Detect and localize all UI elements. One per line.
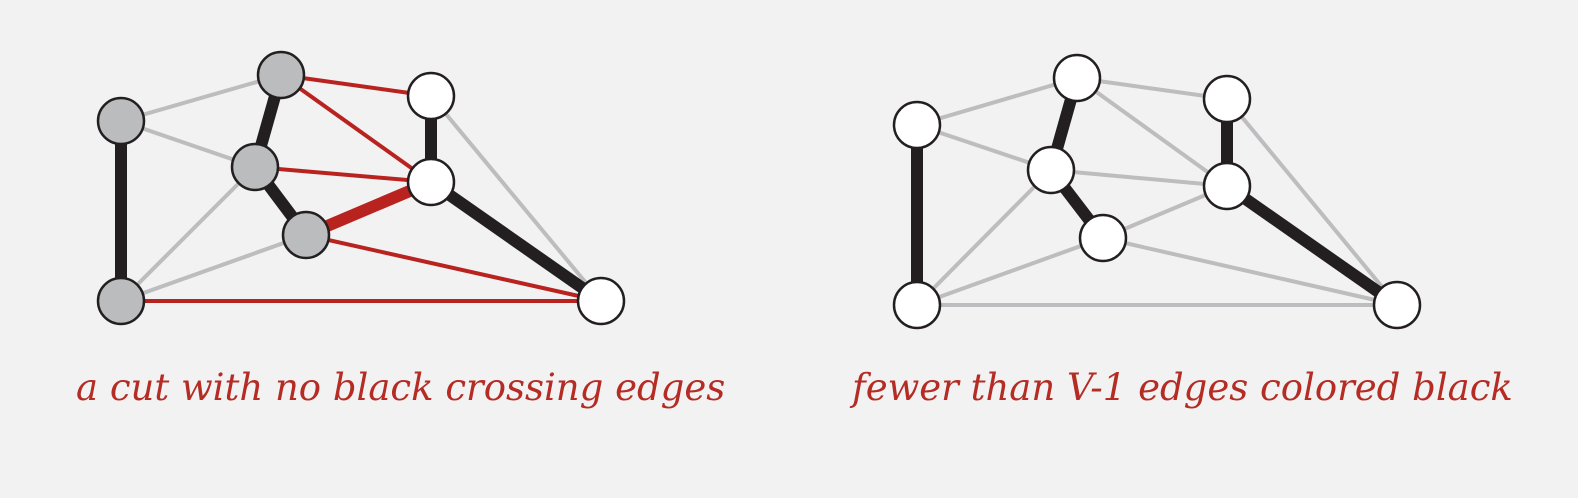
node-E-white [406, 157, 456, 207]
node-F-white [1078, 213, 1128, 263]
edge-A-B-gray [120, 73, 282, 123]
node-A-gray [96, 96, 146, 146]
edge-E-H-black [427, 177, 605, 306]
edge-B-E-gray [1075, 76, 1229, 188]
edge-F-G-gray [916, 236, 1104, 307]
caption-fewer-black-edges: fewer than V-1 edges colored black [852, 366, 1513, 409]
edge-C-H-gray [1225, 97, 1399, 307]
node-E-white [1202, 161, 1252, 211]
edge-D-E-gray [1050, 168, 1228, 188]
edge-D-G-gray [915, 168, 1053, 307]
edge-B-C-red [280, 73, 432, 98]
node-G-white [892, 280, 942, 330]
node-C-white [1202, 74, 1252, 124]
node-A-white [892, 100, 942, 150]
node-B-gray [256, 50, 306, 100]
graph-cut [96, 50, 626, 326]
edge-F-G-gray [120, 233, 307, 303]
node-G-gray [96, 276, 146, 326]
edge-C-H-gray [429, 94, 603, 303]
node-F-gray [281, 210, 331, 260]
node-D-white [1026, 145, 1076, 195]
graph-fewer-black-edges [892, 53, 1422, 330]
edge-B-E-red [279, 73, 433, 184]
fewer-nodes [892, 53, 1422, 330]
cut-nodes [96, 50, 626, 326]
node-H-white [576, 276, 626, 326]
edge-D-E-red [254, 165, 432, 184]
edge-E-H-black [1223, 181, 1401, 310]
caption-cut: a cut with no black crossing edges [76, 366, 726, 409]
edge-D-G-gray [119, 165, 257, 303]
edge-B-C-gray [1076, 76, 1228, 101]
node-B-white [1052, 53, 1102, 103]
node-C-white [406, 71, 456, 121]
edge-A-B-gray [916, 76, 1078, 127]
node-H-white [1372, 280, 1422, 330]
edge-F-H-red [305, 233, 602, 303]
edge-F-H-gray [1102, 236, 1398, 307]
node-D-gray [230, 142, 280, 192]
